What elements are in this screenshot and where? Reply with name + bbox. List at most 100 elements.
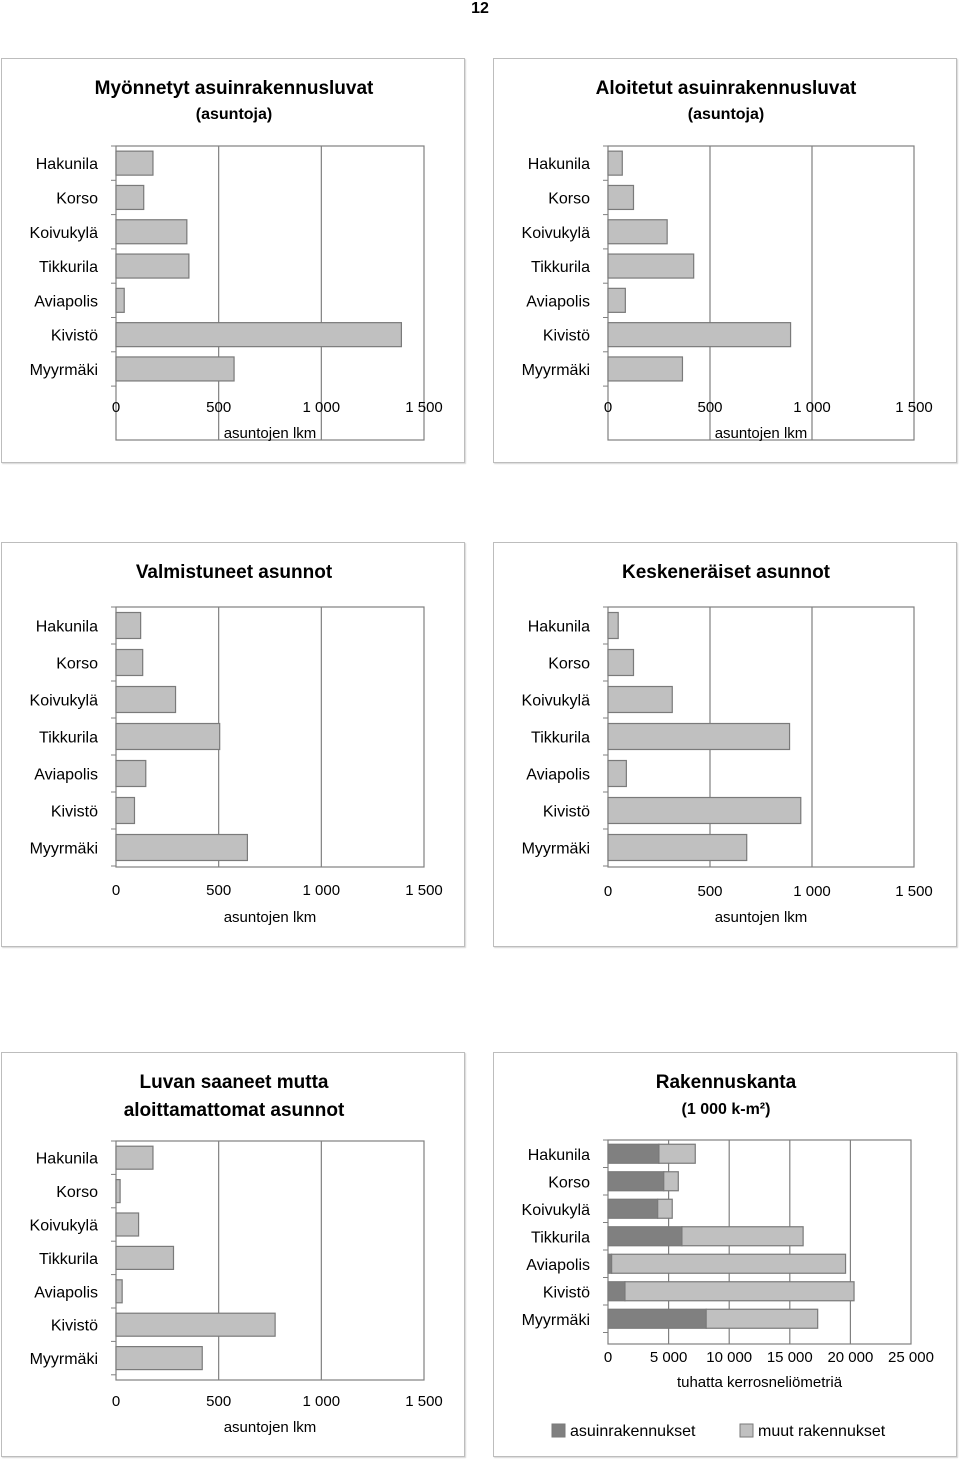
bar [115, 759, 147, 788]
x-axis-label: asuntojen lkm [715, 909, 808, 926]
category-label: Kivistö [51, 804, 98, 821]
bar [607, 796, 802, 825]
chart-panel-keskeneraiset: Keskeneräiset asunnot 0 500 1 000 1 500 Hakun… [493, 542, 957, 947]
x-tick-label: 1 000 [303, 882, 341, 899]
category-label: Myyrmäki [30, 841, 98, 858]
x-axis-label: asuntojen lkm [715, 425, 808, 442]
bar [115, 1145, 154, 1170]
category-label: Aviapolis [34, 767, 98, 784]
x-tick-label: 1 500 [405, 1393, 443, 1410]
chart-subtitle: (asuntoja) [688, 106, 764, 123]
category-label: Myyrmäki [522, 1312, 590, 1329]
category-label: Kivistö [51, 1318, 98, 1335]
bar [607, 648, 635, 677]
category-label: Koivukylä [522, 1202, 591, 1219]
x-tick-label: 1 000 [303, 399, 341, 416]
chart-title: Keskeneräiset asunnot [622, 562, 831, 583]
bar [607, 219, 668, 245]
category-label: Kivistö [543, 328, 590, 345]
bar [115, 722, 221, 751]
bar [607, 253, 695, 279]
bar [115, 322, 403, 348]
chart-valmistuneet: Valmistuneet asunnot 0 500 1 000 1 500 Hakuni… [30, 562, 443, 926]
category-label: Tikkurila [39, 259, 98, 276]
x-axis-label: tuhatta kerrosneliömetriä [677, 1374, 843, 1391]
category-label: Korso [548, 190, 590, 207]
bar-muut-rakennukset [658, 1143, 696, 1164]
x-tick-label: 5 000 [650, 1349, 688, 1366]
bar [115, 253, 190, 279]
x-tick-label: 10 000 [706, 1349, 752, 1366]
category-label: Myyrmäki [522, 362, 590, 379]
category-label: Myyrmäki [30, 1351, 98, 1368]
chart-panel-rakennuskanta: Rakennuskanta (1 000 k-m²) 0 5 000 10 000 15 … [493, 1052, 957, 1457]
chart-myonnetyt: Myönnetyt asuinrakennusluvat (asuntoja) 0 5… [30, 78, 443, 442]
bar [115, 796, 136, 825]
chart-title: Rakennuskanta [656, 1072, 797, 1093]
chart-subtitle: (asuntoja) [196, 106, 272, 123]
category-label: Korso [56, 1184, 98, 1201]
bar-asuinrakennukset [607, 1143, 660, 1164]
bar [115, 356, 235, 382]
bar [607, 150, 623, 176]
bar-muut-rakennukset [663, 1171, 679, 1192]
x-tick-label: 500 [206, 1393, 231, 1410]
bar [115, 611, 142, 640]
chart-rakennuskanta: Rakennuskanta (1 000 k-m²) 0 5 000 10 000 15 … [522, 1072, 934, 1440]
category-label: Kivistö [543, 804, 590, 821]
category-label: Tikkurila [531, 730, 590, 747]
category-label: Koivukylä [30, 225, 99, 242]
category-label: Hakunila [36, 1151, 98, 1168]
chart-title: Myönnetyt asuinrakennusluvat [95, 78, 374, 99]
chart-subtitle: (1 000 k-m²) [682, 1101, 771, 1118]
chart-panel-luvan-saaneet: Luvan saaneet mutta aloittamattomat asunn… [1, 1052, 465, 1457]
category-label: Myyrmäki [522, 841, 590, 858]
x-tick-label: 1 000 [793, 399, 831, 416]
chart-title: Luvan saaneet mutta [140, 1072, 329, 1093]
bar [115, 150, 154, 176]
category-label: Korso [548, 656, 590, 673]
category-label: Koivukylä [30, 693, 99, 710]
x-tick-label: 20 000 [827, 1349, 873, 1366]
category-label: Hakunila [528, 156, 590, 173]
bar [115, 1279, 123, 1304]
bar-asuinrakennukset [607, 1198, 659, 1219]
bar-muut-rakennukset [657, 1198, 673, 1219]
chart-title: Aloitetut asuinrakennusluvat [596, 78, 857, 99]
x-tick-label: 500 [206, 882, 231, 899]
plot-area [607, 145, 915, 441]
chart-panel-aloitetut: Aloitetut asuinrakennusluvat (asuntoja) 0 5… [493, 58, 957, 463]
x-tick-label: 0 [112, 399, 120, 416]
category-label: Aviapolis [34, 1284, 98, 1301]
category-label: Tikkurila [39, 730, 98, 747]
x-tick-label: 0 [604, 883, 612, 900]
bar [115, 1312, 276, 1337]
legend-swatch [551, 1423, 566, 1438]
x-tick-label: 1 500 [405, 882, 443, 899]
chart-panel-valmistuneet: Valmistuneet asunnot 0 500 1 000 1 500 Hakuni… [1, 542, 465, 947]
bar-muut-rakennukset [705, 1308, 819, 1329]
x-tick-label: 0 [112, 882, 120, 899]
x-axis-label: asuntojen lkm [224, 1419, 317, 1436]
x-tick-label: 1 500 [405, 399, 443, 416]
category-label: Myyrmäki [30, 362, 98, 379]
x-tick-label: 1 000 [793, 883, 831, 900]
bar [115, 648, 144, 677]
chart-luvan-saaneet: Luvan saaneet mutta aloittamattomat asunn… [30, 1072, 443, 1436]
bar [607, 833, 748, 862]
x-tick-label: 0 [604, 399, 612, 416]
bar [115, 184, 145, 211]
category-label: Korso [56, 656, 98, 673]
bar [607, 184, 635, 211]
bar [115, 219, 188, 245]
bar-muut-rakennukset [611, 1253, 847, 1274]
category-label: Koivukylä [522, 225, 591, 242]
legend-swatch [739, 1423, 754, 1438]
bar [115, 1245, 175, 1270]
chart-title: Valmistuneet asunnot [136, 562, 333, 583]
bar [607, 287, 626, 313]
category-label: Hakunila [36, 619, 98, 636]
category-label: Hakunila [36, 156, 98, 173]
bar [607, 759, 627, 788]
category-label: Tikkurila [531, 259, 590, 276]
